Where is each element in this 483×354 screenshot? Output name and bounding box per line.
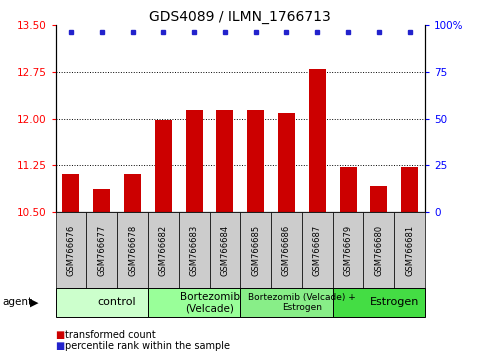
Bar xyxy=(93,189,110,212)
Text: GSM766686: GSM766686 xyxy=(282,225,291,276)
Bar xyxy=(302,212,333,289)
Text: Bortezomib (Velcade) +
Estrogen: Bortezomib (Velcade) + Estrogen xyxy=(248,293,356,312)
Bar xyxy=(155,120,172,212)
Bar xyxy=(309,69,326,212)
Bar xyxy=(148,288,241,317)
Bar xyxy=(179,212,210,289)
Bar xyxy=(56,212,86,289)
Bar xyxy=(364,212,394,289)
Bar xyxy=(56,288,148,317)
Text: GSM766682: GSM766682 xyxy=(159,225,168,276)
Text: Bortezomib
(Velcade): Bortezomib (Velcade) xyxy=(180,291,240,313)
Bar xyxy=(185,110,202,212)
Bar xyxy=(333,212,364,289)
Text: GSM766685: GSM766685 xyxy=(251,225,260,276)
Bar xyxy=(401,167,418,212)
Text: transformed count: transformed count xyxy=(65,330,156,339)
Text: GSM766678: GSM766678 xyxy=(128,225,137,276)
Bar xyxy=(216,110,233,212)
Text: agent: agent xyxy=(2,297,32,307)
Bar xyxy=(370,185,387,212)
Bar xyxy=(340,167,356,212)
Bar xyxy=(333,288,425,317)
Text: GSM766681: GSM766681 xyxy=(405,225,414,276)
Bar xyxy=(278,113,295,212)
Text: GSM766679: GSM766679 xyxy=(343,225,353,276)
Text: Estrogen: Estrogen xyxy=(369,297,419,307)
Text: GSM766680: GSM766680 xyxy=(374,225,384,276)
Text: percentile rank within the sample: percentile rank within the sample xyxy=(65,341,230,351)
Bar xyxy=(62,173,79,212)
Text: ■: ■ xyxy=(56,341,65,351)
Bar xyxy=(117,212,148,289)
Bar xyxy=(394,212,425,289)
Bar xyxy=(148,212,179,289)
Bar xyxy=(240,212,271,289)
Bar xyxy=(124,173,141,212)
Text: GSM766676: GSM766676 xyxy=(67,225,75,276)
Text: ▶: ▶ xyxy=(30,297,39,307)
Title: GDS4089 / ILMN_1766713: GDS4089 / ILMN_1766713 xyxy=(149,10,331,24)
Text: GSM766687: GSM766687 xyxy=(313,225,322,276)
Text: GSM766677: GSM766677 xyxy=(97,225,106,276)
Text: GSM766683: GSM766683 xyxy=(190,225,199,276)
Text: ■: ■ xyxy=(56,330,65,339)
Bar xyxy=(86,212,117,289)
Bar xyxy=(271,212,302,289)
Text: control: control xyxy=(98,297,136,307)
Text: GSM766684: GSM766684 xyxy=(220,225,229,276)
Bar xyxy=(240,288,333,317)
Bar xyxy=(210,212,240,289)
Bar xyxy=(247,110,264,212)
